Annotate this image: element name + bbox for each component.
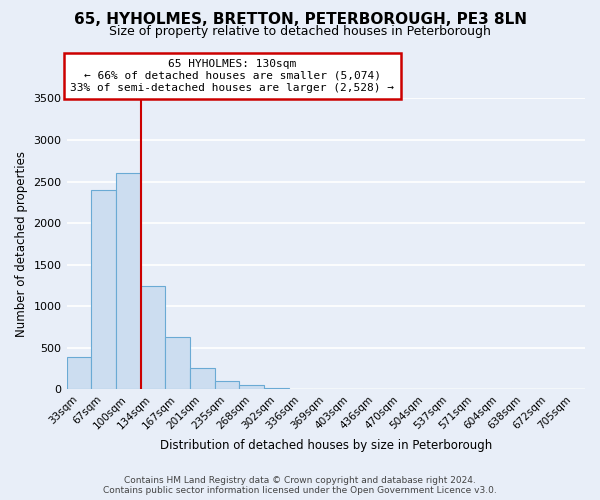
Bar: [91, 190, 116, 390]
Bar: [140, 286, 165, 390]
Text: 65 HYHOLMES: 130sqm
← 66% of detached houses are smaller (5,074)
33% of semi-det: 65 HYHOLMES: 130sqm ← 66% of detached ho…: [70, 60, 394, 92]
Bar: [190, 368, 215, 390]
Bar: [239, 386, 264, 390]
Y-axis label: Number of detached properties: Number of detached properties: [15, 151, 28, 337]
Text: Size of property relative to detached houses in Peterborough: Size of property relative to detached ho…: [109, 25, 491, 38]
Text: Contains public sector information licensed under the Open Government Licence v3: Contains public sector information licen…: [103, 486, 497, 495]
X-axis label: Distribution of detached houses by size in Peterborough: Distribution of detached houses by size …: [160, 440, 492, 452]
Bar: [116, 173, 140, 390]
Text: 65, HYHOLMES, BRETTON, PETERBOROUGH, PE3 8LN: 65, HYHOLMES, BRETTON, PETERBOROUGH, PE3…: [74, 12, 527, 28]
Bar: [264, 388, 289, 390]
Bar: [165, 337, 190, 390]
Bar: [215, 380, 239, 390]
Bar: [67, 357, 91, 390]
Text: Contains HM Land Registry data © Crown copyright and database right 2024.: Contains HM Land Registry data © Crown c…: [124, 476, 476, 485]
